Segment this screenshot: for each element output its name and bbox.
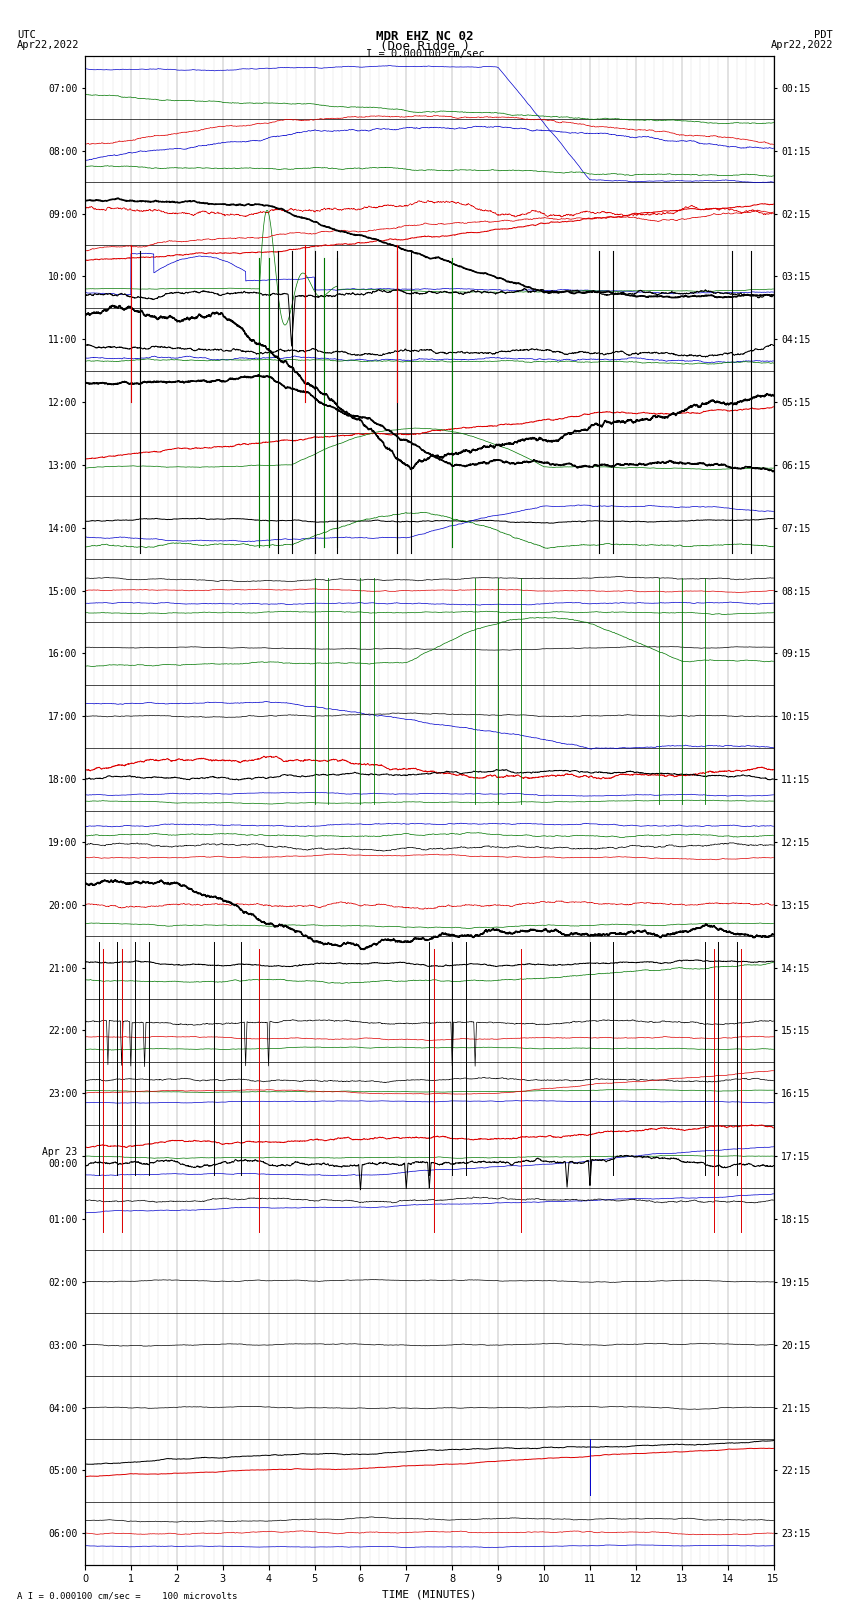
Text: PDT: PDT [814, 31, 833, 40]
Text: Apr22,2022: Apr22,2022 [770, 39, 833, 50]
Text: I = 0.000100 cm/sec: I = 0.000100 cm/sec [366, 50, 484, 60]
Text: (Doe Ridge ): (Doe Ridge ) [380, 39, 470, 53]
X-axis label: TIME (MINUTES): TIME (MINUTES) [382, 1590, 477, 1600]
Text: MDR EHZ NC 02: MDR EHZ NC 02 [377, 31, 473, 44]
Text: UTC: UTC [17, 31, 36, 40]
Text: A I = 0.000100 cm/sec =    100 microvolts: A I = 0.000100 cm/sec = 100 microvolts [17, 1590, 237, 1600]
Text: Apr22,2022: Apr22,2022 [17, 39, 80, 50]
